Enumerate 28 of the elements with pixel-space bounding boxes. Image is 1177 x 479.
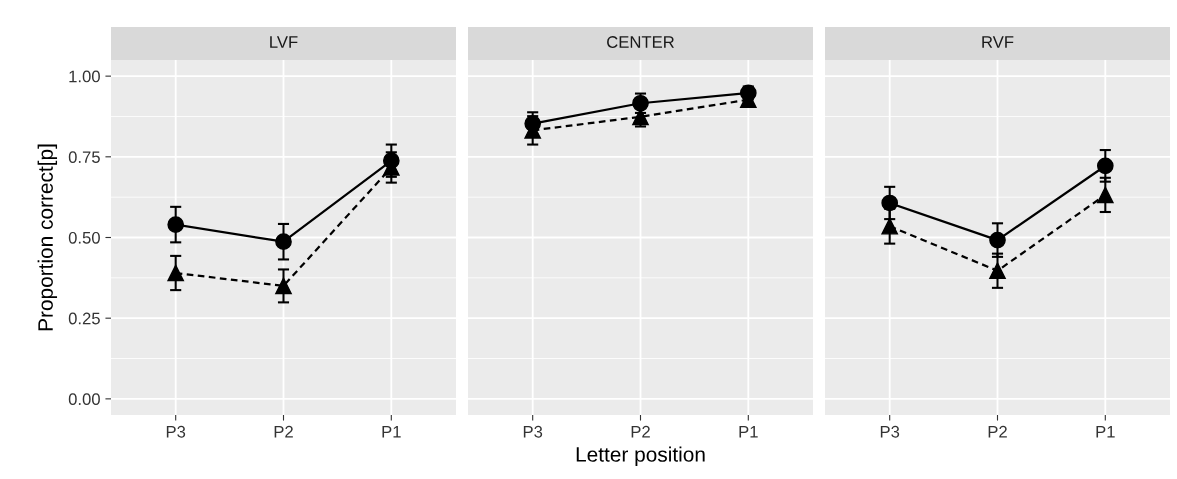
point <box>989 231 1006 249</box>
y-tick-label: 0.25 <box>68 312 100 325</box>
chart-title: RVF <box>982 36 1014 48</box>
point <box>275 277 292 295</box>
chart-title: CENTER <box>607 36 674 48</box>
x-tick-label: P1 <box>1096 426 1115 438</box>
point <box>1096 186 1114 204</box>
x-tick-label: P2 <box>631 425 650 438</box>
y-axis-title: Proportion correct[p] <box>37 144 58 331</box>
x-axis-title: Letter position <box>576 446 705 466</box>
x-tick-label: P1 <box>382 426 401 438</box>
point <box>989 262 1006 280</box>
x-tick-label: P2 <box>274 425 293 438</box>
chart-title: LVF <box>270 36 298 48</box>
x-tick-label: P3 <box>166 425 186 438</box>
y-tick-label: 0.50 <box>68 231 100 244</box>
point <box>881 194 899 212</box>
y-tick-label: 0.75 <box>68 151 100 164</box>
x-tick-label: P1 <box>739 426 758 438</box>
y-tick-label: 1.00 <box>69 70 100 83</box>
point <box>1096 157 1114 175</box>
x-tick-label: P2 <box>988 425 1007 438</box>
x-tick-label: P3 <box>523 425 543 438</box>
point <box>167 216 185 233</box>
y-tick-label: 0.00 <box>68 393 100 406</box>
point <box>167 264 185 282</box>
point <box>275 233 292 251</box>
x-tick-label: P3 <box>880 425 900 438</box>
